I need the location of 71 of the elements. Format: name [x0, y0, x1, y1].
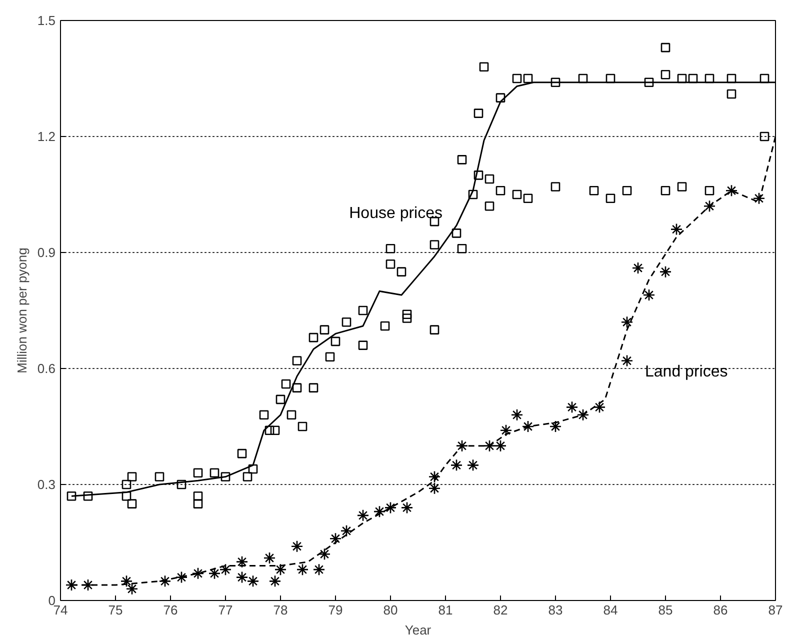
x-tick-label: 82 [493, 602, 508, 618]
series-label: Land prices [645, 363, 728, 380]
point [263, 552, 276, 564]
point [642, 288, 656, 302]
x-tick-label: 78 [273, 602, 288, 618]
point [494, 440, 507, 452]
point [593, 401, 606, 414]
point [329, 532, 342, 545]
point [373, 505, 386, 518]
series-label: House prices [349, 204, 442, 222]
point [632, 262, 644, 274]
point [725, 184, 738, 197]
x-tick-label: 76 [163, 602, 178, 618]
point [246, 575, 260, 588]
point [290, 540, 304, 553]
x-tick-label: 80 [383, 602, 398, 618]
x-tick-label: 83 [548, 602, 563, 618]
point [312, 563, 326, 576]
point [126, 582, 138, 596]
point [500, 424, 512, 437]
point [576, 408, 590, 422]
point [510, 408, 524, 422]
x-tick-label: 77 [218, 602, 233, 618]
x-tick-label: 84 [603, 602, 618, 618]
point [566, 401, 578, 414]
point [356, 509, 370, 522]
point [659, 266, 672, 278]
y-tick-label: 1.5 [37, 13, 56, 28]
point [318, 548, 331, 560]
point [208, 567, 221, 580]
point [483, 440, 496, 452]
point [236, 571, 248, 584]
point [549, 420, 562, 433]
y-axis-title: Million won per pyong [14, 248, 30, 374]
point [428, 470, 441, 483]
point [340, 524, 353, 538]
y-tick-label: 0.9 [37, 245, 56, 260]
point [752, 192, 766, 205]
point [65, 578, 78, 592]
x-tick-label: 87 [768, 602, 783, 618]
point [192, 567, 204, 580]
point [456, 440, 468, 452]
point [400, 502, 414, 514]
x-tick-label: 86 [713, 602, 728, 618]
point [384, 502, 397, 514]
x-tick-label: 81 [438, 602, 453, 618]
point [670, 223, 683, 236]
point [620, 316, 634, 328]
point [82, 578, 94, 592]
point [296, 563, 309, 576]
x-tick-label: 75 [108, 602, 123, 618]
point [620, 354, 634, 367]
y-tick-label: 1.2 [37, 129, 56, 144]
x-tick-label: 79 [328, 602, 343, 618]
point [219, 563, 232, 576]
point [450, 459, 463, 472]
y-tick-label: 0.6 [37, 361, 56, 376]
x-tick-label: 85 [658, 602, 673, 618]
point [274, 563, 287, 576]
point [158, 575, 172, 588]
point [268, 575, 282, 588]
point [120, 575, 133, 588]
x-axis-title: Year [404, 622, 432, 638]
y-tick-label: 0.3 [37, 477, 56, 492]
point [466, 459, 480, 472]
point [175, 571, 188, 584]
point [236, 556, 248, 568]
point [703, 200, 716, 212]
y-tick-label: 0 [48, 593, 56, 608]
point [522, 420, 534, 433]
point [428, 482, 441, 495]
